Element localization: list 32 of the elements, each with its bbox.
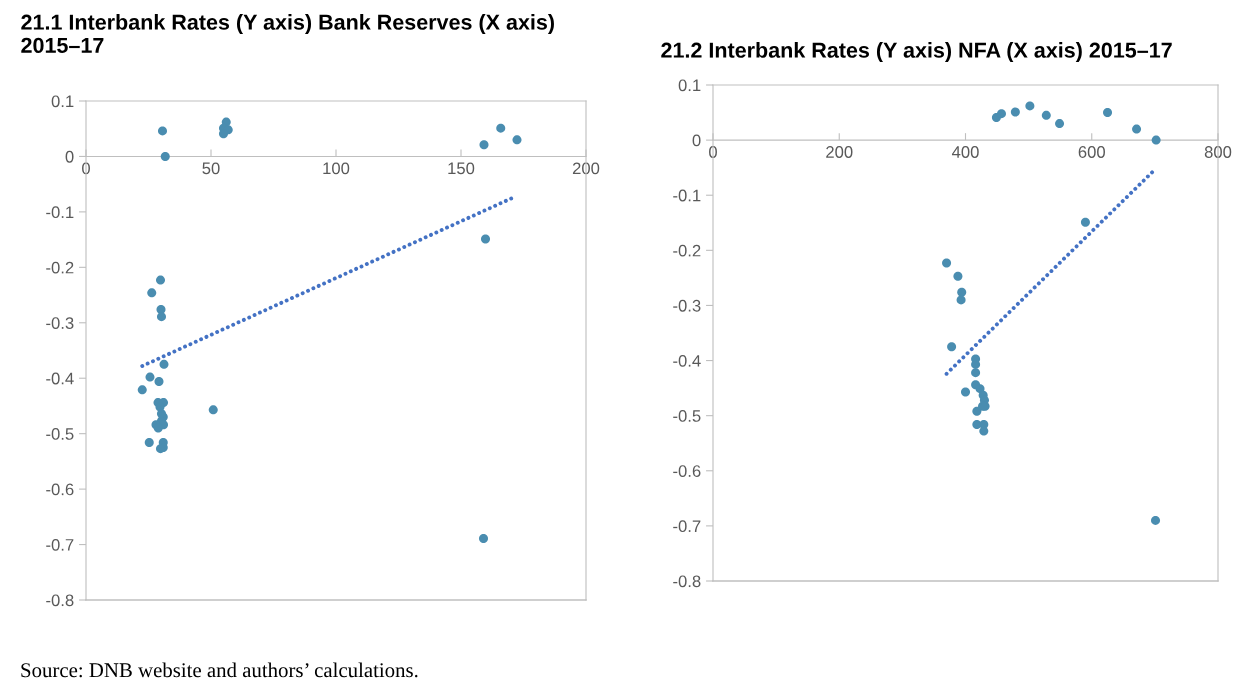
y-tick-label: 0.1 [51, 95, 74, 108]
x-tick-label: 50 [202, 162, 220, 175]
y-tick-label: -0.7 [673, 520, 701, 533]
y-tick-label: -0.3 [46, 317, 74, 329]
y-tick-label: -0.2 [46, 261, 74, 274]
y-tick-label: -0.6 [673, 465, 701, 477]
y-tick-label: 0.1 [678, 79, 701, 92]
chart-title: 21.2 Interbank Rates (Y axis) NFA (X axis) 2015–17 [661, 42, 1172, 63]
x-tick-label: 800 [1204, 146, 1232, 158]
x-tick-label: 400 [951, 146, 979, 158]
source-note: Source: DNB website and authors’ calculations. [21, 662, 418, 678]
x-tick-label: 100 [323, 162, 350, 175]
y-tick-label: -0.2 [673, 244, 701, 257]
chart-title: 21.1 Interbank Rates (Y axis) Bank Reserves (X axis) 2015–17 [21, 14, 554, 53]
y-tick-label: -0.4 [673, 354, 701, 367]
y-tick-label: -0.1 [46, 206, 74, 219]
y-tick-label: -0.8 [673, 575, 701, 588]
x-tick-label: 0 [709, 146, 717, 158]
y-tick-label: -0.8 [46, 594, 74, 607]
x-tick-label: 600 [1078, 146, 1105, 158]
y-tick-label: -0.4 [46, 372, 74, 385]
y-tick-label: -0.5 [46, 428, 74, 440]
y-tick-label: -0.7 [46, 538, 74, 551]
y-tick-label: -0.6 [46, 483, 74, 496]
x-tick-label: 200 [572, 162, 600, 175]
x-tick-label: 150 [448, 162, 475, 175]
y-tick-label: -0.1 [673, 189, 701, 202]
x-tick-label: 0 [82, 162, 90, 175]
x-tick-label: 200 [826, 146, 853, 158]
y-tick-label: 0 [692, 134, 701, 147]
y-tick-label: -0.5 [673, 410, 701, 422]
y-tick-label: -0.3 [673, 299, 701, 312]
